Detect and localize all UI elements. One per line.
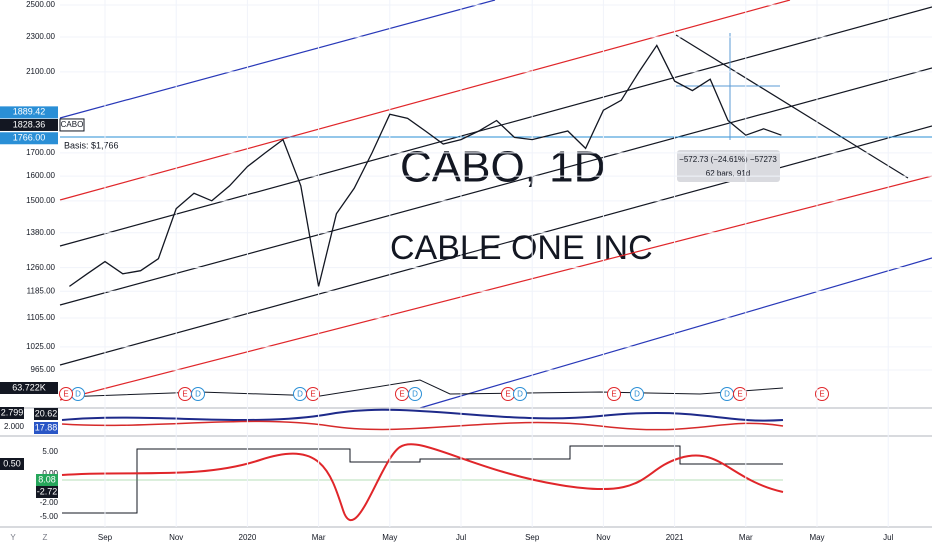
panel-badge — [0, 382, 58, 394]
x-tick-label: Mar — [739, 533, 753, 542]
measure-line1: −572.73 (−24.61%) −57273 — [679, 155, 777, 164]
event-marker — [306, 387, 320, 401]
event-marker-label: D — [195, 390, 201, 399]
event-marker-label: E — [611, 390, 616, 399]
x-tick-label: 2021 — [666, 533, 684, 542]
panel-badge — [0, 407, 24, 419]
y-tick-label: 2500.00 — [26, 0, 55, 9]
y-tick-label: 965.00 — [31, 365, 56, 374]
x-tick-label: Sep — [98, 533, 113, 542]
event-marker — [408, 387, 422, 401]
event-marker-label: D — [75, 390, 81, 399]
symbol-tag — [59, 118, 85, 132]
measure-line2: 62 bars, 91d — [706, 169, 750, 178]
corner-button[interactable]: Y — [10, 533, 16, 542]
event-marker-label: D — [724, 390, 730, 399]
drawings — [59, 0, 932, 409]
panel-badge-label: 17.88 — [35, 422, 58, 432]
event-marker-label: E — [737, 390, 742, 399]
price-line — [69, 44, 782, 287]
panel-badge-label: 2.799 — [1, 407, 24, 417]
y-tick-label: 1700.00 — [26, 148, 55, 157]
panel-badge — [36, 486, 58, 498]
panel-badge-label: -2.72 — [37, 486, 58, 496]
event-marker-label: D — [412, 390, 418, 399]
panel-badge — [36, 474, 58, 486]
y-tick-label: 1185.00 — [27, 286, 56, 295]
event-marker-label: E — [63, 390, 68, 399]
price-badge — [0, 118, 58, 131]
event-marker-label: E — [182, 390, 187, 399]
event-marker-label: D — [297, 390, 303, 399]
event-marker-label: E — [505, 390, 510, 399]
corner-button[interactable]: Z — [43, 533, 48, 542]
panel-tick-label: 0.00 — [42, 469, 58, 478]
panel-badge-label: 20.62 — [35, 408, 58, 418]
event-marker-label: E — [819, 390, 824, 399]
x-tick-label: Nov — [169, 533, 183, 542]
indicators — [61, 379, 784, 521]
price-badge-label: 1766.00 — [13, 133, 46, 143]
event-marker-label: E — [399, 390, 404, 399]
panel-badge — [34, 408, 58, 420]
x-tick-label: Nov — [596, 533, 610, 542]
x-tick-label: Jul — [883, 533, 893, 542]
y-tick-label: 1260.00 — [26, 263, 55, 272]
basis-label: Basis: $1,766 — [64, 140, 119, 150]
y-tick-label: 1500.00 — [26, 196, 55, 205]
y-tick-label: 1380.00 — [26, 228, 55, 237]
x-tick-label: Jul — [456, 533, 466, 542]
event-marker-label: D — [517, 390, 523, 399]
panel-badge — [34, 422, 58, 434]
event-marker — [191, 387, 205, 401]
y-tick-label: 1600.00 — [26, 171, 55, 180]
x-tick-label: 2020 — [239, 533, 257, 542]
price-badge-label: 1828.36 — [13, 119, 46, 129]
event-marker — [733, 387, 747, 401]
event-marker-label: E — [310, 390, 315, 399]
event-marker — [607, 387, 621, 401]
panel-badge — [0, 458, 24, 470]
x-tick-label: Sep — [525, 533, 540, 542]
event-marker-label: D — [634, 390, 640, 399]
panel-tick-label: -2.00 — [40, 498, 59, 507]
panel-tick-label: -5.00 — [40, 512, 59, 521]
measure-box — [677, 150, 780, 182]
watermark: CABO, 1D — [400, 143, 605, 192]
y-tick-label: 2100.00 — [26, 67, 55, 76]
y-tick-label: 1025.00 — [26, 342, 55, 351]
price-badge — [0, 132, 58, 145]
price-badge — [0, 106, 58, 119]
y-tick-label: 1105.00 — [27, 313, 56, 322]
x-tick-label: Mar — [312, 533, 326, 542]
panel-badge-label: 8.08 — [38, 474, 56, 484]
price-badge-label: 1889.42 — [13, 107, 46, 117]
watermark-sub: CABLE ONE INC — [390, 229, 653, 267]
event-marker — [815, 387, 829, 401]
x-tick-label: May — [809, 533, 824, 542]
y-tick-label: 2300.00 — [26, 32, 55, 41]
event-marker — [630, 387, 644, 401]
panel-tick-label: 2.000 — [4, 422, 25, 431]
panel-tick-label: 5.00 — [42, 447, 58, 456]
symbol-tag-label: CABO — [61, 120, 84, 129]
event-markers: DE E D D E E D E D E D D E E — [59, 387, 829, 401]
x-tick-label: May — [382, 533, 397, 542]
panel-badge-label: 0.50 — [3, 458, 21, 468]
event-marker — [59, 387, 73, 401]
panel-badge-label: 63.722K — [12, 382, 46, 392]
event-marker — [513, 387, 527, 401]
